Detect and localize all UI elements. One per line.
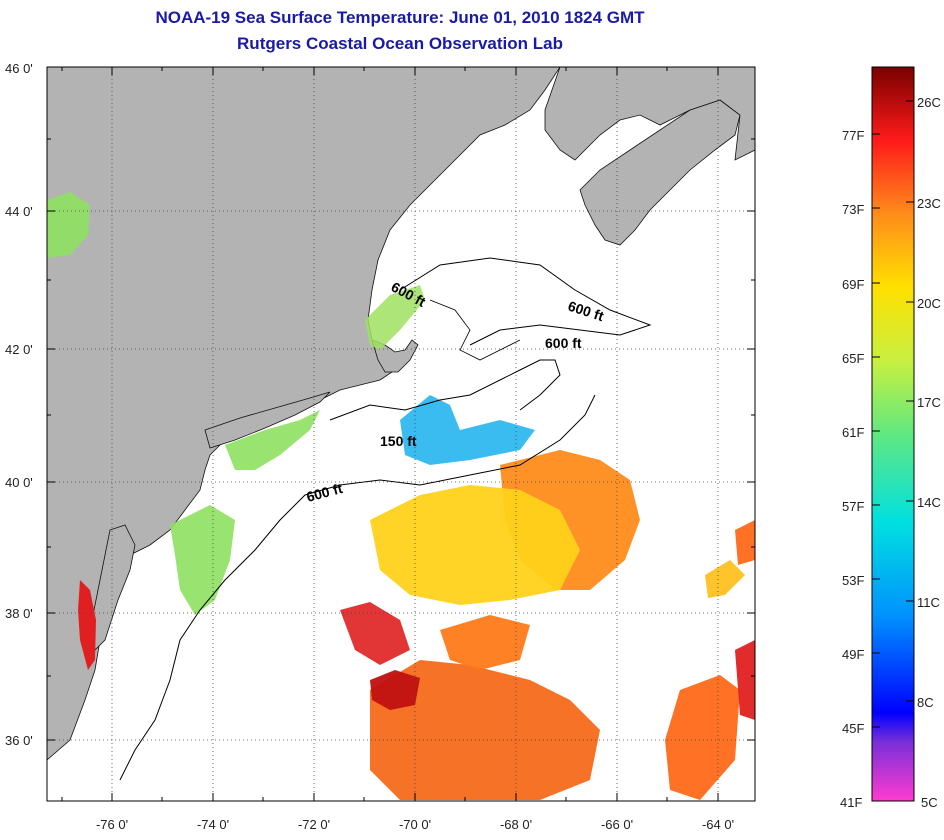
sst-yellow-band: [370, 485, 580, 605]
colorbar-c-label: 23C: [917, 196, 941, 211]
sst-cool-georges: [400, 395, 535, 465]
lon-label: -64 0': [702, 817, 734, 832]
sst-east-yellow: [705, 560, 745, 598]
contour-600ft-shelf: [119, 394, 596, 781]
colorbar-f-label: 45F: [842, 721, 865, 736]
lon-label: -68 0': [500, 817, 532, 832]
contour-label: 150 ft: [380, 433, 417, 449]
colorbar-c-label: 5C: [921, 795, 938, 810]
lat-label: 40 0': [5, 475, 33, 490]
colorbar-c-label: 17C: [917, 395, 941, 410]
colorbar-f-label: 61F: [842, 425, 865, 440]
canada-northeast: [544, 67, 755, 161]
sst-east-edge: [735, 520, 755, 565]
colorbar-f-label: 57F: [842, 499, 865, 514]
long-island: [204, 391, 331, 449]
colorbar-c-label: 14C: [917, 495, 941, 510]
cape-cod: [371, 339, 419, 373]
lat-label: 46 0': [5, 61, 33, 76]
nova-scotia: [579, 99, 741, 246]
contour-150ft: [329, 359, 561, 421]
map-title: NOAA-19 Sea Surface Temperature: June 01…: [155, 8, 645, 27]
colorbar-c-label: 26C: [917, 95, 941, 110]
map-subtitle: Rutgers Coastal Ocean Observation Lab: [237, 34, 563, 53]
lat-label: 38 0': [5, 606, 33, 621]
colorbar-c-label: 11C: [917, 595, 940, 610]
sst-green-shelf: [225, 410, 320, 470]
lon-label: -76 0': [96, 817, 128, 832]
lon-label: -74 0': [197, 817, 229, 832]
lat-label: 44 0': [5, 204, 33, 219]
sst-east-orange: [665, 675, 740, 800]
contour-inner-gulf: [429, 299, 521, 361]
colorbar-f-label: 73F: [842, 202, 865, 217]
contour-600ft-gulf: [399, 257, 652, 346]
lat-label: 36 0': [5, 733, 33, 748]
sst-gulf-maine-green: [365, 285, 425, 350]
colorbar-c-label: 8C: [917, 695, 934, 710]
contour-label: 600 ft: [545, 335, 582, 351]
lon-label: -66 0': [601, 817, 633, 832]
sst-hot-dark: [370, 670, 420, 710]
sst-orange-mid: [440, 615, 530, 670]
lat-label: 42 0': [5, 342, 33, 357]
axis-ticks: [47, 66, 755, 801]
colorbar-f-label: 69F: [842, 277, 865, 292]
lon-label: -70 0': [399, 817, 431, 832]
colorbar-f-label: 53F: [842, 573, 865, 588]
lon-label: -72 0': [298, 817, 330, 832]
colorbar-f-label: 65F: [842, 351, 865, 366]
sst-red-southwest: [340, 602, 410, 665]
temperature-colorbar: [871, 66, 915, 802]
sst-nw-patch: [47, 192, 90, 258]
sst-hot-south: [370, 660, 600, 800]
colorbar-f-label: 77F: [842, 128, 865, 143]
chesapeake-bay: [78, 580, 96, 670]
colorbar-f-label: 41F: [840, 795, 863, 810]
map-frame: [46, 66, 756, 802]
delmarva: [91, 524, 136, 651]
sst-east-red: [735, 640, 755, 720]
colorbar-f-label: 49F: [842, 647, 865, 662]
colorbar-ticks: [872, 100, 914, 802]
colorbar-c-label: 20C: [917, 296, 941, 311]
